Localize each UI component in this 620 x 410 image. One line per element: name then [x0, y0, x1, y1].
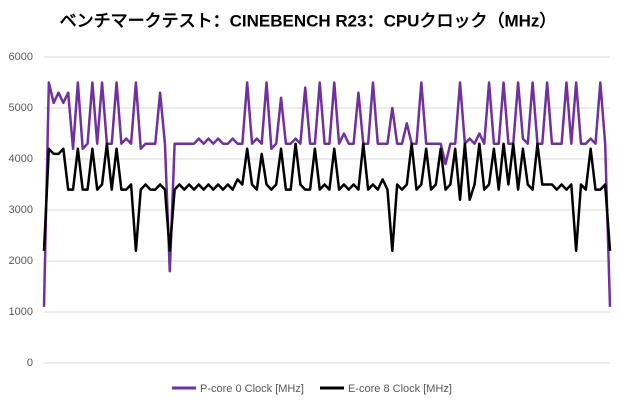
y-tick-label: 5000: [9, 102, 33, 114]
y-tick-label: 0: [27, 357, 33, 369]
legend-label: P-core 0 Clock [MHz]: [200, 383, 304, 395]
y-tick-label: 2000: [9, 255, 33, 267]
legend-label: E-core 8 Clock [MHz]: [348, 383, 452, 395]
chart-title: ベンチマークテスト：CINEBENCH R23：CPUクロック（MHz）: [60, 10, 557, 30]
series-line: [42, 142, 612, 253]
y-tick-label: 4000: [9, 153, 33, 165]
y-tick-label: 3000: [9, 204, 33, 216]
y-tick-label: 6000: [9, 51, 33, 63]
y-tick-label: 1000: [9, 306, 33, 318]
series-line: [42, 81, 612, 307]
